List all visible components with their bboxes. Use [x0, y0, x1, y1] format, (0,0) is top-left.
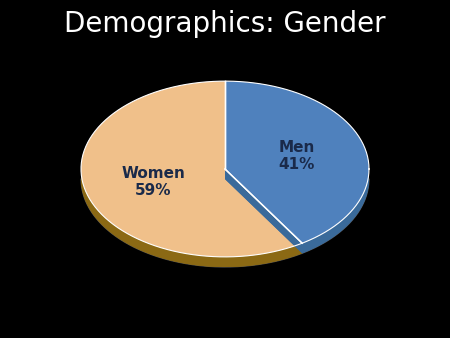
Text: Demographics: Gender: Demographics: Gender [64, 10, 386, 38]
Polygon shape [225, 169, 302, 254]
Polygon shape [81, 81, 302, 257]
Polygon shape [81, 179, 302, 267]
Text: Women
59%: Women 59% [121, 166, 185, 198]
Text: Men
41%: Men 41% [279, 140, 315, 172]
Polygon shape [225, 179, 369, 254]
Polygon shape [225, 81, 369, 243]
Polygon shape [81, 169, 302, 267]
Polygon shape [302, 170, 369, 254]
Polygon shape [225, 169, 302, 254]
